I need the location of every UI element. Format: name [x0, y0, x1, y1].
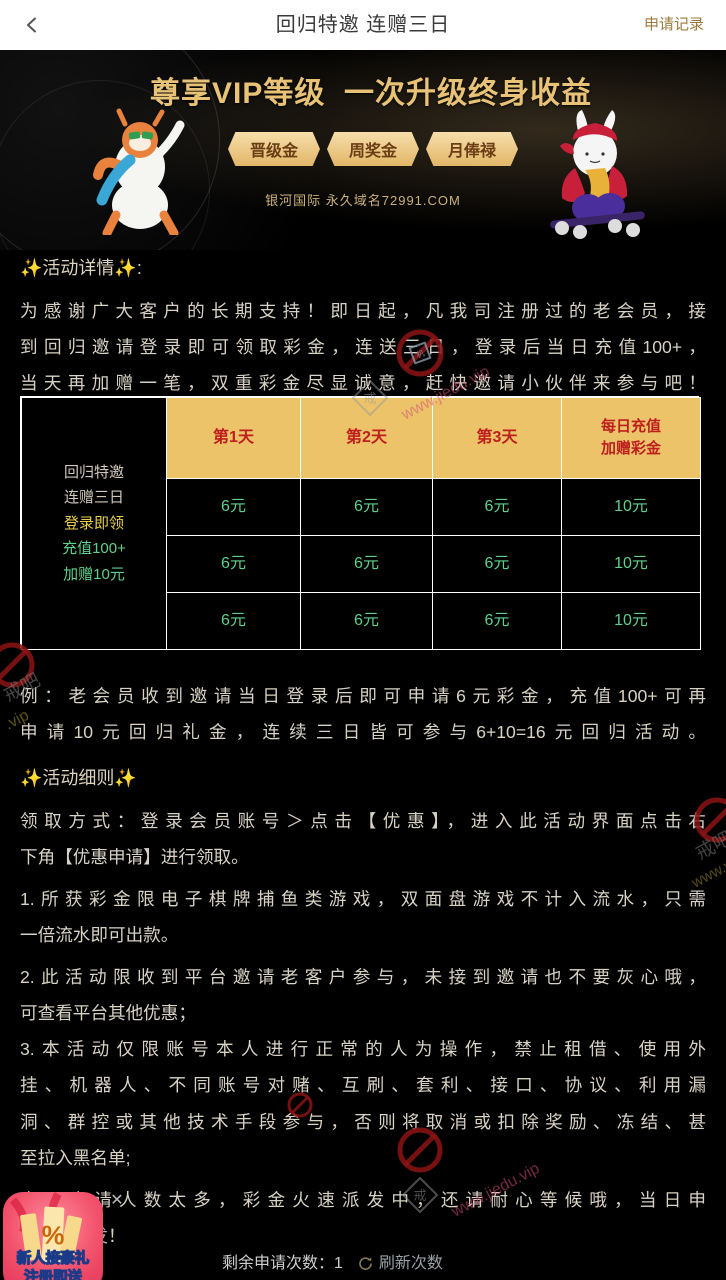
- svg-text:%: %: [41, 1219, 66, 1250]
